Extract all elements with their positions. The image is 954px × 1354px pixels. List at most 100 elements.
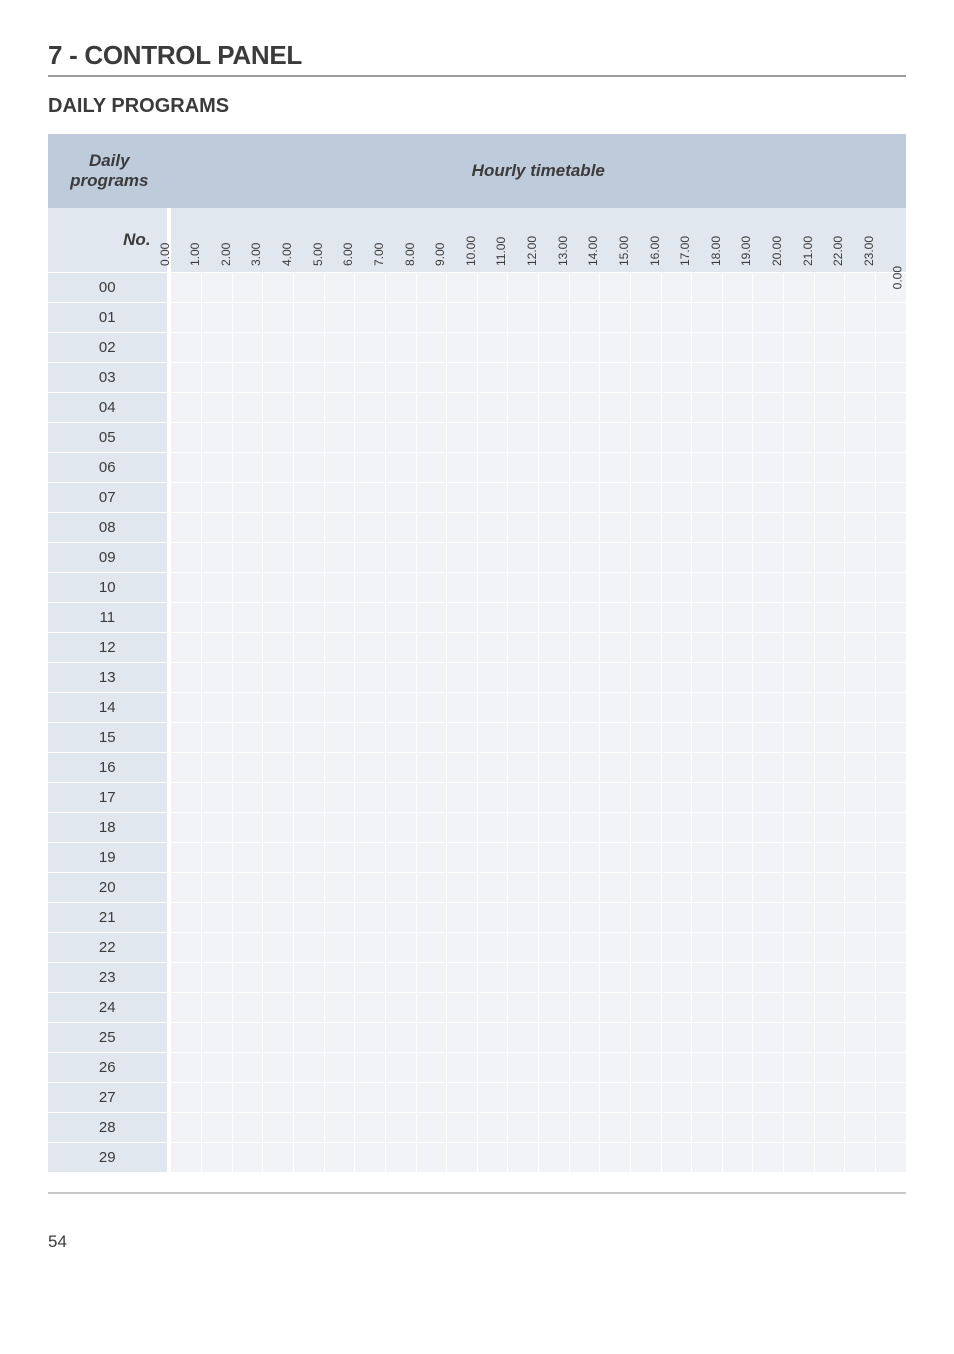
timetable-cell xyxy=(171,662,202,692)
timetable-cell xyxy=(752,302,783,332)
header-left-line1: Daily xyxy=(89,151,130,170)
timetable-cell xyxy=(691,572,722,602)
timetable-cell xyxy=(324,932,355,962)
timetable-cell xyxy=(538,392,569,422)
timetable-cell xyxy=(722,1082,753,1112)
timetable-cell xyxy=(507,332,538,362)
timetable-cell xyxy=(171,782,202,812)
timetable-cell xyxy=(324,1082,355,1112)
timetable-cell xyxy=(752,1082,783,1112)
timetable-cell xyxy=(569,1142,600,1172)
timetable-cell xyxy=(844,572,875,602)
timetable-cell xyxy=(599,842,630,872)
timetable-cell xyxy=(262,332,293,362)
hour-label: 1.00 xyxy=(188,243,202,266)
timetable-cell xyxy=(201,1082,232,1112)
timetable-cell xyxy=(354,1052,385,1082)
timetable-cell xyxy=(477,452,508,482)
row-label: 19 xyxy=(48,842,171,872)
timetable-cell xyxy=(324,1052,355,1082)
timetable-cell xyxy=(477,1112,508,1142)
timetable-cell xyxy=(875,572,906,602)
timetable-cell xyxy=(814,302,845,332)
timetable-cell xyxy=(477,662,508,692)
timetable-cell xyxy=(814,932,845,962)
timetable-cell xyxy=(446,872,477,902)
timetable-cell xyxy=(844,332,875,362)
timetable-cell xyxy=(752,542,783,572)
timetable-cell xyxy=(293,722,324,752)
table-row: 00 xyxy=(48,272,906,302)
timetable-cell xyxy=(477,722,508,752)
table-row: 02 xyxy=(48,332,906,362)
timetable-cell xyxy=(599,812,630,842)
timetable-cell xyxy=(201,902,232,932)
timetable-cell xyxy=(262,1052,293,1082)
timetable-cell xyxy=(783,362,814,392)
timetable-cell xyxy=(599,1112,630,1142)
table-row: 11 xyxy=(48,602,906,632)
timetable-cell xyxy=(752,512,783,542)
timetable-cell xyxy=(324,542,355,572)
timetable-cell xyxy=(630,842,661,872)
timetable-cell xyxy=(722,872,753,902)
timetable-cell xyxy=(814,632,845,662)
timetable-cell xyxy=(446,752,477,782)
timetable-cell xyxy=(416,452,447,482)
timetable-cell xyxy=(538,692,569,722)
timetable-cell xyxy=(661,602,692,632)
timetable-cell xyxy=(783,662,814,692)
timetable-cell xyxy=(752,392,783,422)
timetable-cell xyxy=(385,362,416,392)
timetable-cell xyxy=(262,542,293,572)
timetable-cell xyxy=(201,362,232,392)
page: 7 - CONTROL PANEL DAILY PROGRAMS Daily p… xyxy=(0,0,954,1272)
timetable-cell xyxy=(446,1022,477,1052)
timetable-cell xyxy=(691,362,722,392)
timetable-cell xyxy=(232,872,263,902)
table-row: 04 xyxy=(48,392,906,422)
timetable-cell xyxy=(752,1142,783,1172)
timetable-cell xyxy=(630,932,661,962)
timetable-cell xyxy=(262,662,293,692)
timetable-cell xyxy=(630,1022,661,1052)
timetable-cell xyxy=(324,782,355,812)
timetable-cell xyxy=(569,272,600,302)
timetable-cell xyxy=(416,752,447,782)
timetable-cell xyxy=(293,932,324,962)
timetable-cell xyxy=(722,662,753,692)
timetable-cell xyxy=(661,482,692,512)
timetable-cell xyxy=(324,902,355,932)
timetable-cell xyxy=(416,962,447,992)
timetable-cell xyxy=(844,542,875,572)
timetable-cell xyxy=(691,932,722,962)
timetable-cell xyxy=(507,302,538,332)
timetable-cell xyxy=(661,392,692,422)
table-row: 18 xyxy=(48,812,906,842)
timetable-cell xyxy=(722,812,753,842)
timetable-cell xyxy=(201,632,232,662)
timetable-cell xyxy=(630,992,661,1022)
timetable-cell xyxy=(630,302,661,332)
timetable-cell xyxy=(201,392,232,422)
timetable-cell xyxy=(354,812,385,842)
timetable-cell xyxy=(171,1022,202,1052)
timetable-cell xyxy=(691,1142,722,1172)
timetable-cell xyxy=(783,512,814,542)
timetable-cell xyxy=(446,932,477,962)
timetable-cell xyxy=(477,392,508,422)
row-label: 26 xyxy=(48,1052,171,1082)
timetable-cell xyxy=(201,422,232,452)
timetable-cell xyxy=(661,302,692,332)
timetable-cell xyxy=(385,542,416,572)
timetable-cell xyxy=(171,392,202,422)
timetable-cell xyxy=(875,422,906,452)
timetable-cell xyxy=(201,752,232,782)
timetable-cell xyxy=(324,662,355,692)
timetable-cell xyxy=(232,782,263,812)
timetable-cell xyxy=(201,302,232,332)
timetable-cell xyxy=(446,452,477,482)
timetable-cell xyxy=(477,362,508,392)
hour-label: 4.00 xyxy=(280,243,294,266)
timetable-cell xyxy=(293,512,324,542)
